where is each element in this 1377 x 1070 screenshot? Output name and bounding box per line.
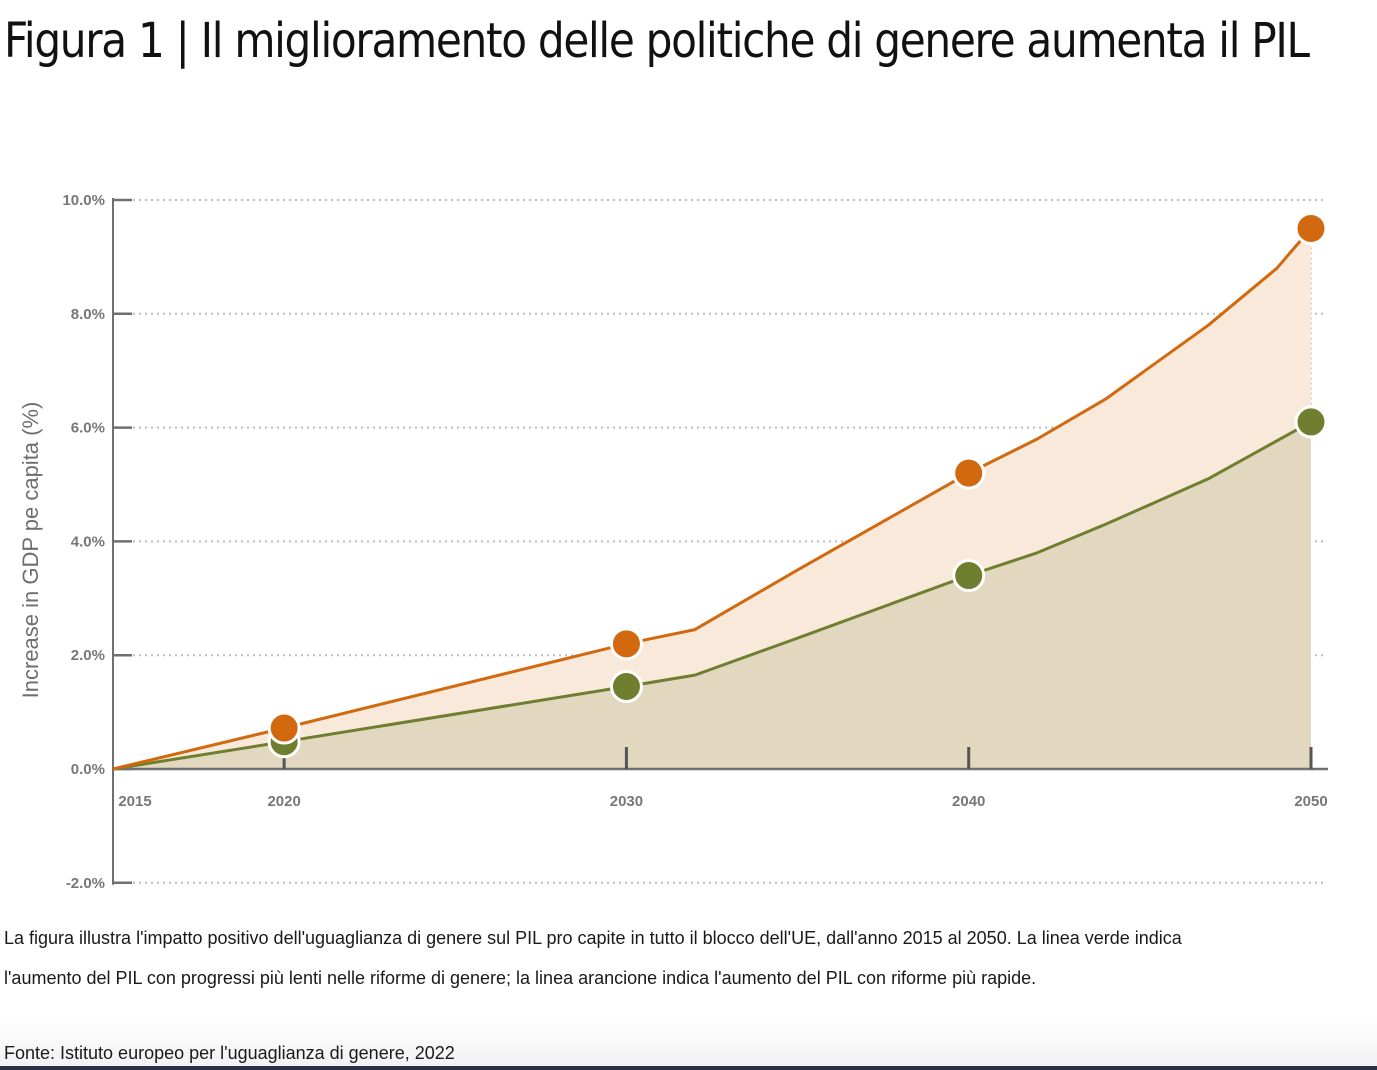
bottom-rule [0,1066,1377,1070]
y-tick-label: 8.0% [71,306,105,323]
marker-faster-reforms [1294,211,1328,245]
y-tick-label: 4.0% [71,533,105,550]
x-tick-label: 2050 [1294,793,1327,810]
source-note: Fonte: Istituto europeo per l'uguaglianz… [4,1043,455,1063]
caption-line-2: l'aumento del PIL con progressi più lent… [4,968,1037,988]
caption-line-1: La figura illustra l'impatto positivo de… [4,928,1182,948]
marker-slower-progress [609,669,643,703]
marker-layer [267,211,1328,759]
y-axis-label: Increase in GDP pe capita (%) [18,402,43,699]
figure-caption: La figura illustra l'impatto positivo de… [4,918,1369,998]
x-tick-label: 2030 [610,793,643,810]
marker-slower-progress [952,559,986,593]
y-tick-label: -2.0% [66,875,105,892]
bottom-fade [0,1020,1377,1070]
marker-faster-reforms [952,456,986,490]
x-tick-label: 2040 [952,793,985,810]
y-tick-label: 6.0% [71,420,105,437]
y-tick-label: 10.0% [62,192,105,209]
marker-faster-reforms [609,627,643,661]
line-slower-progress [112,420,1312,771]
marker-faster-reforms [267,711,301,745]
tick-labels: -2.0% 0.0% 2.0% 4.0% 6.0% 8.0% 10.0% 2015 2020 20… [62,192,1327,892]
figure-title: Figura 1 | Il miglioramento delle politi… [4,13,1310,69]
y-tick-label: 0.0% [71,761,105,778]
gdp-area-chart: -2.0% 0.0% 2.0% 4.0% 6.0% 8.0% 10.0% 2015 2020 20… [18,192,1328,892]
y-tick-label: 2.0% [71,647,105,664]
axes [112,198,1328,885]
area-slower-progress [113,421,1311,769]
marker-slower-progress [1294,405,1328,439]
area-layer [113,228,1311,769]
x-tick-label: 2015 [118,793,151,810]
x-tick-label: 2020 [267,793,300,810]
